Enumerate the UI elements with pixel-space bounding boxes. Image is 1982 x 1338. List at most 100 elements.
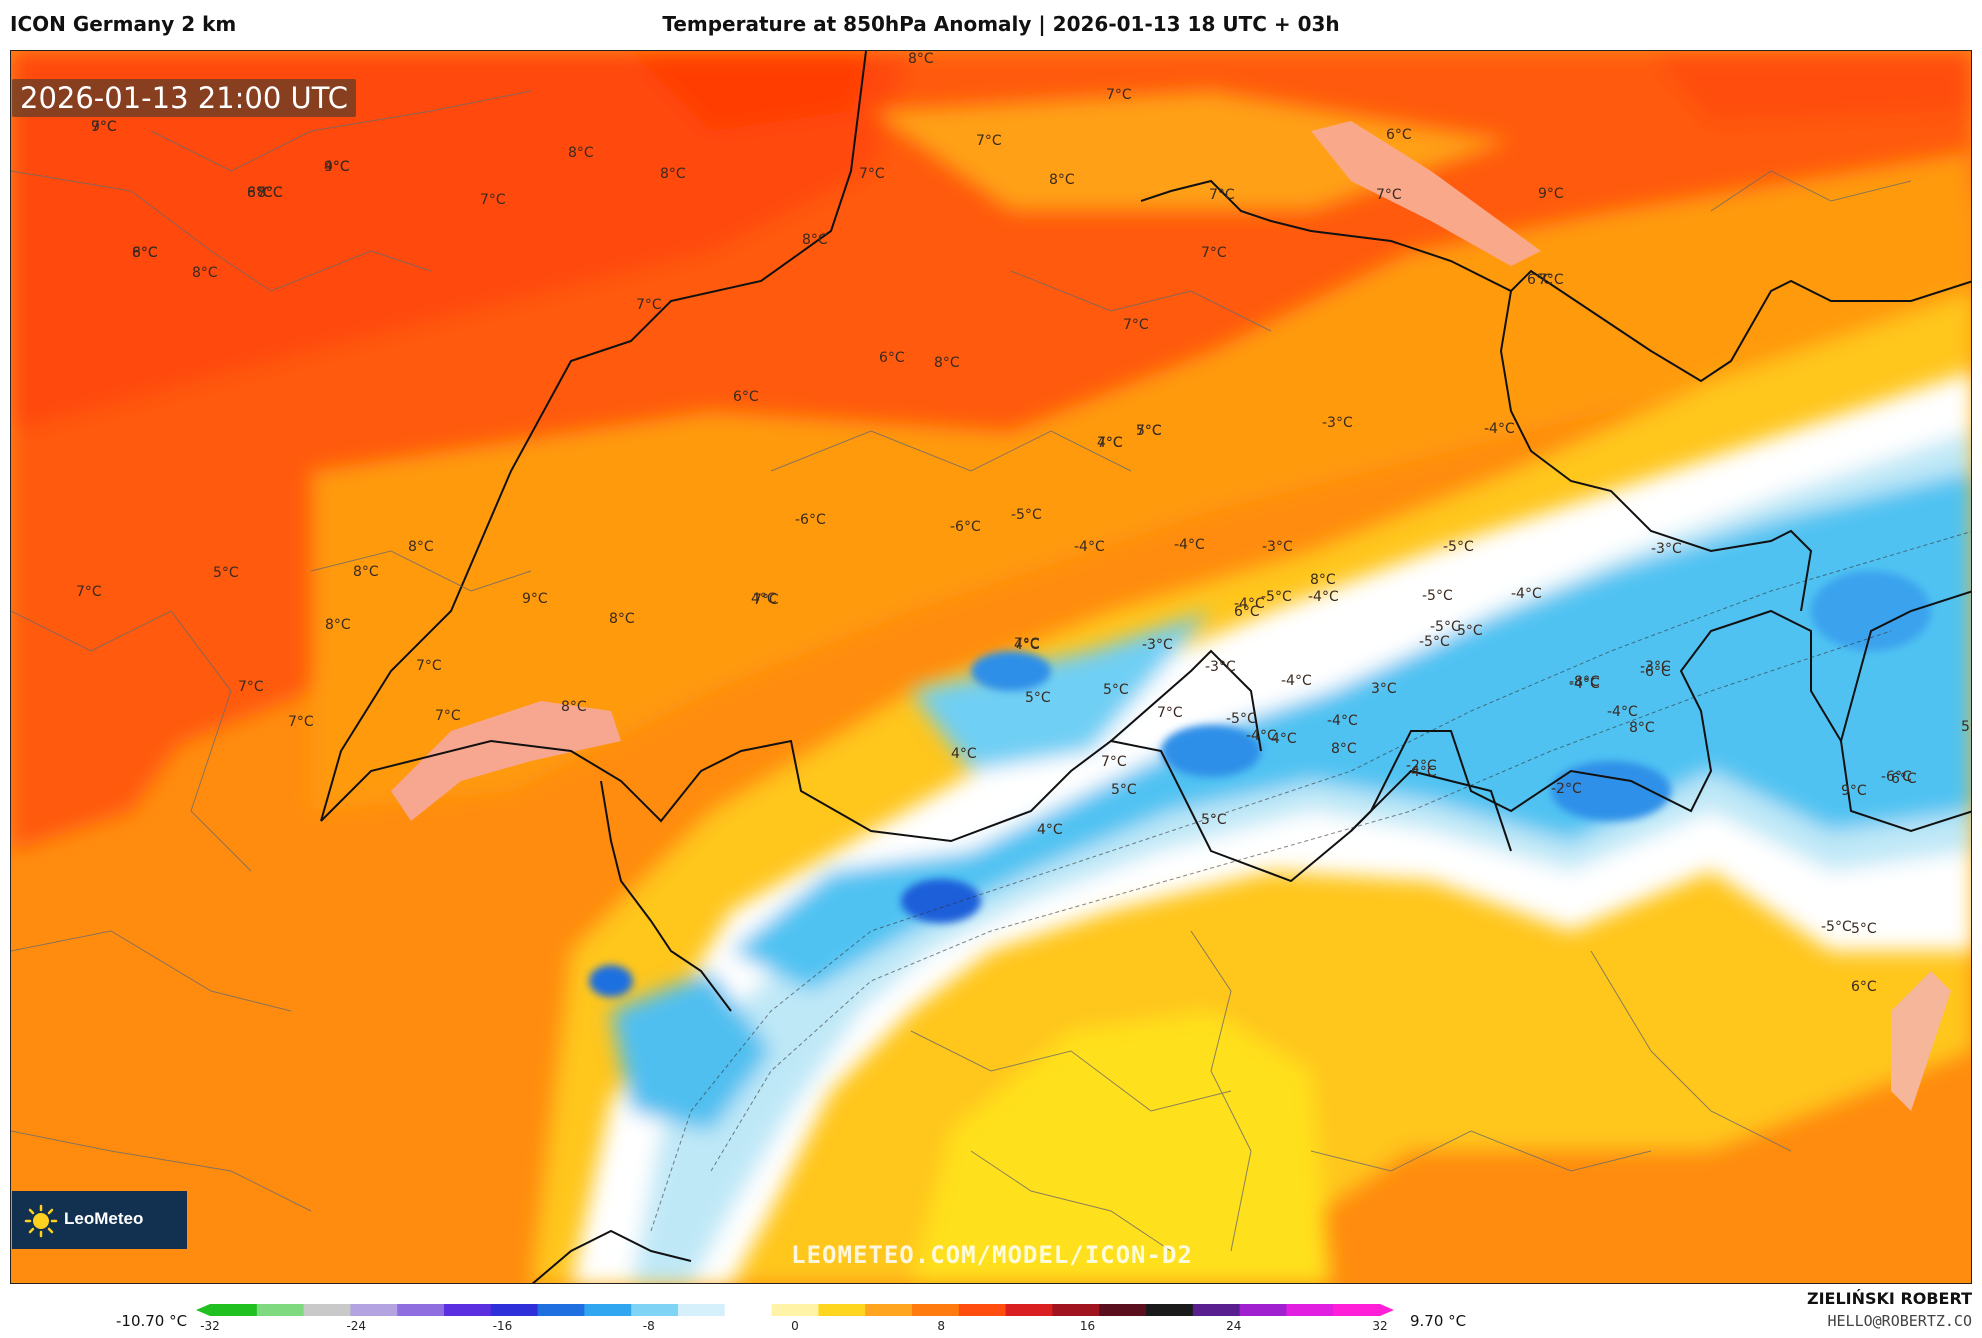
- temperature-label: 7°C: [1376, 187, 1402, 203]
- author-name: ZIELIŃSKI ROBERT: [1806, 1289, 1972, 1308]
- legend-color-swatch: [771, 1304, 819, 1316]
- temperature-label: 8°C: [1331, 741, 1357, 757]
- temperature-label: 8°C: [934, 355, 960, 371]
- temperature-label: 8°C: [1049, 172, 1075, 188]
- legend-color-swatch: [490, 1304, 539, 1316]
- temperature-label: 7°C: [76, 584, 102, 600]
- temperature-label: 3°C: [1371, 681, 1397, 697]
- legend-tick-label: 8: [937, 1319, 945, 1333]
- legend-color-swatch: [724, 1304, 773, 1316]
- temperature-label: -5°C: [1443, 539, 1474, 555]
- temperature-label: 4°C: [1014, 637, 1040, 653]
- temperature-label: 8°C: [1310, 572, 1336, 588]
- temperature-label: 9°C: [522, 591, 548, 607]
- temperature-label: -8°C: [1569, 674, 1600, 690]
- legend-max-value: 9.70 °C: [1410, 1312, 1467, 1330]
- temperature-label: -4°C: [1281, 673, 1312, 689]
- temperature-label: -4°C: [1246, 728, 1277, 744]
- temperature-label: 8°C: [257, 185, 283, 201]
- temperature-label: 8°C: [408, 539, 434, 555]
- cold-isolines: [650, 531, 1971, 1232]
- temperature-label: 7°C: [238, 679, 264, 695]
- temperature-label: 5°C: [1851, 921, 1877, 937]
- legend-color-swatch: [1286, 1304, 1334, 1316]
- temperature-label: -4°C: [1174, 537, 1205, 553]
- temperature-label: -5°C: [1422, 588, 1453, 604]
- temperature-label: 6°C: [1891, 771, 1917, 787]
- legend-color-swatch: [818, 1304, 866, 1316]
- temperature-label: 8°C: [247, 185, 273, 201]
- temperature-label: 4°C: [951, 746, 977, 762]
- legend-color-swatch: [350, 1304, 398, 1316]
- legend-color-swatch: [1192, 1304, 1241, 1316]
- temperature-label: 5°C: [1961, 719, 1972, 735]
- temperature-label: 8°C: [1629, 720, 1655, 736]
- legend-tick-label: 0: [791, 1319, 799, 1333]
- temperature-label: 6°C: [1234, 604, 1260, 620]
- map-title: Temperature at 850hPa Anomaly | 2026-01-…: [662, 12, 1340, 36]
- temperature-label: -3°C: [1322, 415, 1353, 431]
- temperature-label: 6°C: [132, 245, 158, 261]
- brand-name: LeoMeteo: [64, 1209, 144, 1228]
- temperature-label: 7°C: [1157, 705, 1183, 721]
- legend-color-swatch: [678, 1304, 726, 1316]
- temperature-label: -3°C: [1142, 637, 1173, 653]
- temperature-label: 7°C: [1097, 435, 1123, 451]
- legend-tick-label: 32: [1372, 1319, 1387, 1333]
- lakes: [391, 121, 1951, 1111]
- temperature-label: 7°C: [435, 708, 461, 724]
- author-email[interactable]: HELLO@ROBERTZ.CO: [1827, 1312, 1973, 1330]
- temperature-labels: 9°C8°C9°C8°C8°C8°C8°C7°C8°C8°C7°C7°C 8°C7…: [76, 51, 1972, 995]
- legend-right-arrow: [1380, 1304, 1394, 1316]
- temperature-label: -5°C: [1226, 711, 1257, 727]
- temperature-label: 8°C: [609, 611, 635, 627]
- legend-color-swatch: [1239, 1304, 1287, 1316]
- temperature-label: -4°C: [1074, 539, 1105, 555]
- weather-map[interactable]: 9°C 8°C 9°C 8°C 8°C 8°C 8°C 7°C 8°C 8°C 7°C 7°C 8°C 7…: [10, 50, 1972, 1284]
- temperature-label: 5°C: [1103, 682, 1129, 698]
- temperature-label: -6°C: [1640, 664, 1671, 680]
- temperature-label: -4°C: [1327, 713, 1358, 729]
- legend-color-swatch: [958, 1304, 1007, 1316]
- valid-time-badge: 2026-01-13 21:00 UTC: [12, 79, 357, 117]
- color-legend: -32 -24 -16 -8 0 8 16 24 32 -10.70 °C 9.70 °C: [0, 1286, 1982, 1338]
- temperature-label: 4°C: [1097, 435, 1123, 451]
- legend-tick-label: -24: [346, 1319, 366, 1333]
- temperature-label: 9°C: [91, 119, 117, 135]
- temperature-label: 7°C: [1106, 87, 1132, 103]
- temperature-label: -4°C: [1569, 676, 1600, 692]
- temperature-label: 5°C: [1201, 812, 1227, 828]
- temperature-label: 6°C: [247, 185, 273, 201]
- temperature-label: 9°C: [1841, 783, 1867, 799]
- temperature-label: -3°C: [1651, 541, 1682, 557]
- legend-color-swatch: [1005, 1304, 1053, 1316]
- legend-color-swatch: [210, 1304, 258, 1316]
- temperature-label: -5°C: [1261, 589, 1292, 605]
- legend-color-swatch: [865, 1304, 913, 1316]
- temperature-label: -4°C: [1484, 421, 1515, 437]
- color-scale-bar: -32 -24 -16 -8 0 8 16 24 32: [196, 1304, 1394, 1333]
- temperature-label: 7°C: [288, 714, 314, 730]
- temperature-label: 6°C: [879, 350, 905, 366]
- temperature-label: 8°C: [561, 699, 587, 715]
- temperature-label: -5°C: [1419, 634, 1450, 650]
- legend-color-swatch: [537, 1304, 585, 1316]
- temperature-label: -3°C: [1205, 659, 1236, 675]
- temperature-label: 8°C: [353, 564, 379, 580]
- legend-color-swatch: [631, 1304, 679, 1316]
- leometeo-logo: LeoMeteo: [12, 1191, 187, 1249]
- temperature-label: -4°C: [1308, 589, 1339, 605]
- temperature-label: 7°C: [91, 119, 117, 135]
- temperature-label: 4°C: [1411, 764, 1437, 780]
- temperature-label: 7°C: [1123, 317, 1149, 333]
- legend-color-swatch: [256, 1304, 305, 1316]
- legend-color-swatch: [1052, 1304, 1100, 1316]
- model-name: ICON Germany 2 km: [10, 12, 237, 36]
- temperature-label: 7°C: [976, 133, 1002, 149]
- temperature-label: 9°C: [1538, 186, 1564, 202]
- legend-tick-label: 16: [1080, 1319, 1095, 1333]
- legend-color-swatch: [1333, 1304, 1381, 1316]
- country-borders: [320, 51, 1971, 1283]
- temperature-label: 7°C: [1538, 272, 1564, 288]
- temperature-label: -4°C: [1607, 704, 1638, 720]
